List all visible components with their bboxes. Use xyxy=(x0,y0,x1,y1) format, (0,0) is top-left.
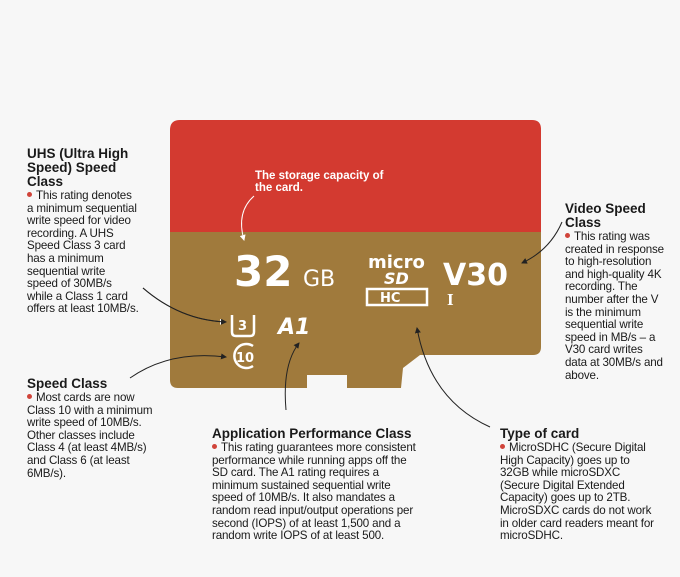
card-red-band xyxy=(170,120,541,233)
uhs-class-number: 3 xyxy=(238,319,247,334)
speed-class-icon xyxy=(233,342,254,370)
app-class-title: Application Performance Class xyxy=(212,426,412,441)
bullet-icon xyxy=(27,192,32,197)
uhs-body: This rating denotes a minimum sequential… xyxy=(27,189,139,316)
uhs-arrow-head xyxy=(142,287,227,325)
app-class-body: This rating guarantees more consistent p… xyxy=(212,441,416,543)
capacity-caption: The storage capacity of the card. xyxy=(255,170,384,194)
bullet-icon xyxy=(565,233,570,238)
uhs-bus-logo: I xyxy=(447,290,454,309)
annotation-app-class: Application Performance Class This ratin… xyxy=(212,427,424,543)
microsd-card xyxy=(170,120,541,388)
uhs-class-icon xyxy=(230,315,256,338)
video-class-logo: V30 xyxy=(443,258,508,293)
video-class-arrow xyxy=(521,221,563,264)
sd-logo: SD xyxy=(384,269,409,288)
app-class-logo: A1 xyxy=(276,315,310,340)
annotation-uhs: UHS (Ultra High Speed) Speed Class This … xyxy=(27,147,139,316)
capacity-number: 32 xyxy=(234,247,292,296)
speed-class-number: 10 xyxy=(236,351,254,366)
type-body: MicroSDHC (Secure Digital High Capacity)… xyxy=(500,441,654,543)
hc-logo-frame xyxy=(365,287,429,307)
speed-class-title: Speed Class xyxy=(27,376,108,391)
video-class-title: Video Speed Class xyxy=(565,201,646,230)
type-arrow xyxy=(414,327,491,428)
capacity-unit: GB xyxy=(303,267,335,292)
micro-logo: micro xyxy=(368,252,425,273)
capacity-arrow xyxy=(239,195,255,241)
annotation-video-class: Video Speed Class This rating was create… xyxy=(565,202,665,382)
app-class-arrow xyxy=(284,342,300,411)
video-class-body: This rating was created in response to h… xyxy=(565,230,664,382)
annotation-type: Type of card MicroSDHC (Secure Digital H… xyxy=(500,427,660,543)
hc-logo: HC xyxy=(380,291,400,306)
annotation-speed-class: Speed Class Most cards are now Class 10 … xyxy=(27,377,162,480)
bullet-icon xyxy=(212,444,217,449)
uhs-title: UHS (Ultra High Speed) Speed Class xyxy=(27,146,129,189)
type-title: Type of card xyxy=(500,426,580,441)
speed-class-body: Most cards are now Class 10 with a minim… xyxy=(27,391,153,480)
speed-class-arrow xyxy=(129,353,227,379)
bullet-icon xyxy=(500,444,505,449)
bullet-icon xyxy=(27,394,32,399)
